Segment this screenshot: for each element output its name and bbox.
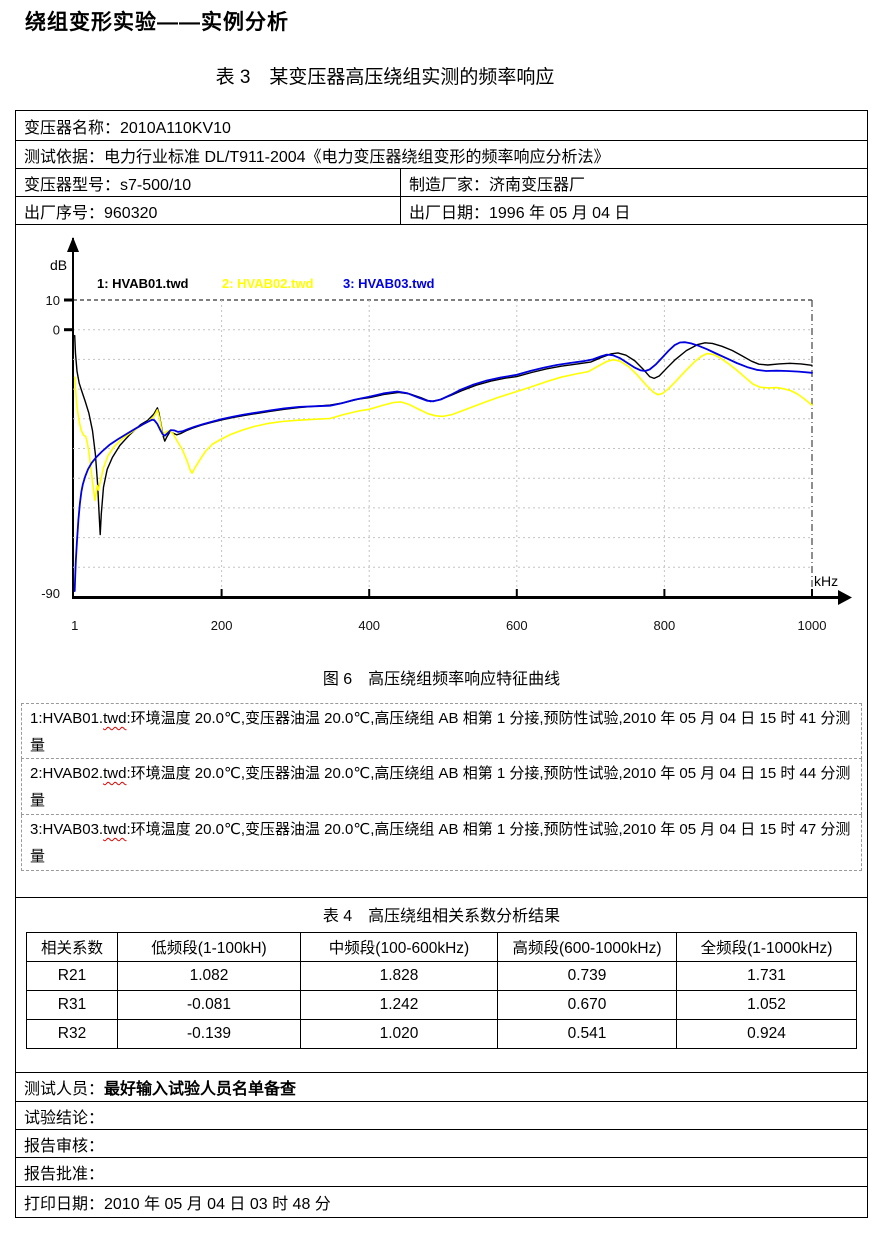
factory-date: 出厂日期：1996 年 05 月 04 日 [409, 204, 631, 222]
note3-text: :环境温度 20.0℃,变压器油温 20.0℃,高压绕组 AB 相第 1 分接,… [30, 821, 851, 865]
r31-high: 0.670 [497, 990, 677, 1020]
info-row-basis: 测试依据：电力行业标准 DL/T911-2004《电力变压器绕组变形的频率响应分… [16, 141, 867, 169]
legend-item-hvab03: 3: HVAB03.twd [343, 276, 435, 291]
table4-caption: 表 4 高压绕组相关系数分析结果 [322, 908, 561, 925]
correlation-header-row: 相关系数 低频段(1-100kH) 中频段(100-600kHz) 高频段(60… [26, 932, 857, 962]
col-header-full-band: 全频段(1-1000kHz) [676, 932, 857, 962]
serial-cell: 出厂序号：960320 [16, 197, 401, 224]
x-tick-label: 1 [71, 618, 78, 633]
tester-label: 测试人员： [24, 1081, 105, 1098]
r21-full: 1.731 [676, 961, 857, 991]
footer-row-tester: 测试人员： 最好输入试验人员名单备查 [16, 1073, 867, 1102]
r21-label: R21 [26, 961, 118, 991]
y-axis-unit-label: dB [50, 257, 67, 273]
r32-full: 0.924 [676, 1019, 857, 1049]
measurement-descriptions: 1:HVAB01.twd:环境温度 20.0℃,变压器油温 20.0℃,高压绕组… [21, 703, 862, 871]
y-tick-label: 10 [46, 293, 60, 308]
x-axis-unit-label: kHz [814, 573, 838, 589]
note3-filename-ext: twd [103, 821, 127, 838]
note3-prefix: 3:HVAB03. [30, 821, 104, 838]
manufacturer: 制造厂家：济南变压器厂 [409, 176, 586, 194]
footer-row-approve: 报告批准： [16, 1158, 867, 1187]
info-row-name: 变压器名称：2010A110KV10 [16, 111, 867, 141]
y-tick-label: 0 [53, 323, 60, 338]
r32-label: R32 [26, 1019, 118, 1049]
chart-section: 1 200 400 600 800 1000 10 0 -90 dB kHz 1: HVAB01… [16, 225, 867, 898]
r31-mid: 1.242 [300, 990, 498, 1020]
review-label: 报告审核： [24, 1137, 105, 1155]
table3-caption: 表 3 某变压器高压绕组实测的频率响应 [215, 67, 555, 88]
report-table: 变压器名称：2010A110KV10 测试依据：电力行业标准 DL/T911-2… [15, 110, 868, 1218]
approve-label: 报告批准： [24, 1166, 105, 1183]
note1-filename-ext: twd [103, 710, 127, 727]
col-header-low-band: 低频段(1-100kH) [117, 932, 301, 962]
note1-prefix: 1:HVAB01. [30, 710, 104, 727]
transformer-model: 变压器型号：s7-500/10 [24, 176, 192, 194]
correlation-section: 表 4 高压绕组相关系数分析结果 相关系数 低频段(1-100kH) 中频段(1… [16, 898, 867, 1073]
chart-generated-layer: 1 200 400 600 800 1000 10 0 -90 [41, 293, 826, 633]
x-tick-label: 400 [358, 618, 380, 633]
serial-number: 出厂序号：960320 [24, 204, 158, 222]
measurement-note-2: 2:HVAB02.twd:环境温度 20.0℃,变压器油温 20.0℃,高压绕组… [21, 759, 862, 815]
note2-text: :环境温度 20.0℃,变压器油温 20.0℃,高压绕组 AB 相第 1 分接,… [30, 765, 851, 809]
footer-row-review: 报告审核： [16, 1130, 867, 1158]
conclusion-label: 试验结论： [24, 1109, 105, 1127]
measurement-note-3: 3:HVAB03.twd:环境温度 20.0℃,变压器油温 20.0℃,高压绕组… [21, 815, 862, 871]
x-tick-label: 1000 [798, 618, 827, 633]
footer-row-conclusion: 试验结论： [16, 1102, 867, 1130]
footer-row-print-date: 打印日期：2010 年 05 月 04 日 03 时 48 分 [16, 1187, 867, 1217]
note2-prefix: 2:HVAB02. [30, 765, 104, 782]
r32-mid: 1.020 [300, 1019, 498, 1049]
print-date: 打印日期：2010 年 05 月 04 日 03 时 48 分 [24, 1196, 331, 1213]
r31-low: -0.081 [117, 990, 301, 1020]
info-row-model-maker: 变压器型号：s7-500/10 制造厂家：济南变压器厂 [16, 169, 867, 197]
col-header-coefficient: 相关系数 [26, 932, 118, 962]
curve-hvab01.twd [73, 334, 813, 536]
note1-text: :环境温度 20.0℃,变压器油温 20.0℃,高压绕组 AB 相第 1 分接,… [30, 710, 851, 754]
x-tick-label: 800 [654, 618, 676, 633]
y-axis-arrow-icon [67, 237, 79, 252]
figure6-caption: 图 6 高压绕组频率响应特征曲线 [322, 671, 561, 688]
transformer-model-cell: 变压器型号：s7-500/10 [16, 169, 401, 196]
col-header-high-band: 高频段(600-1000kHz) [497, 932, 677, 962]
transformer-name: 变压器名称：2010A110KV10 [24, 119, 231, 137]
r21-low: 1.082 [117, 961, 301, 991]
factory-date-cell: 出厂日期：1996 年 05 月 04 日 [401, 197, 867, 224]
info-row-serial-date: 出厂序号：960320 出厂日期：1996 年 05 月 04 日 [16, 197, 867, 225]
table-row-r31: R31 -0.081 1.242 0.670 1.052 [26, 990, 857, 1020]
legend-item-hvab02: 2: HVAB02.twd [222, 276, 314, 291]
x-axis-arrow-icon [838, 590, 852, 605]
r21-mid: 1.828 [300, 961, 498, 991]
r32-low: -0.139 [117, 1019, 301, 1049]
correlation-table: 相关系数 低频段(1-100kH) 中频段(100-600kHz) 高频段(60… [26, 932, 857, 1049]
x-tick-label: 200 [211, 618, 233, 633]
table-row-r32: R32 -0.139 1.020 0.541 0.924 [26, 1019, 857, 1049]
legend-item-hvab01: 1: HVAB01.twd [97, 276, 189, 291]
note2-filename-ext: twd [103, 765, 127, 782]
y-tick-label: -90 [41, 586, 60, 601]
table-row-r21: R21 1.082 1.828 0.739 1.731 [26, 961, 857, 991]
r21-high: 0.739 [497, 961, 677, 991]
page-title: 绕组变形实验——实例分析 [25, 11, 289, 34]
r31-full: 1.052 [676, 990, 857, 1020]
curve-hvab03.twd [73, 341, 813, 592]
tester-value: 最好输入试验人员名单备查 [104, 1081, 297, 1098]
manufacturer-cell: 制造厂家：济南变压器厂 [401, 169, 867, 196]
r31-label: R31 [26, 990, 118, 1020]
test-standard: 测试依据：电力行业标准 DL/T911-2004《电力变压器绕组变形的频率响应分… [24, 148, 610, 166]
measurement-note-1: 1:HVAB01.twd:环境温度 20.0℃,变压器油温 20.0℃,高压绕组… [21, 703, 862, 759]
frequency-response-chart: 1 200 400 600 800 1000 10 0 -90 dB kHz 1: HVAB01… [41, 237, 852, 633]
r32-high: 0.541 [497, 1019, 677, 1049]
col-header-mid-band: 中频段(100-600kHz) [300, 932, 498, 962]
x-tick-label: 600 [506, 618, 528, 633]
curve-hvab02.twd [73, 352, 813, 502]
